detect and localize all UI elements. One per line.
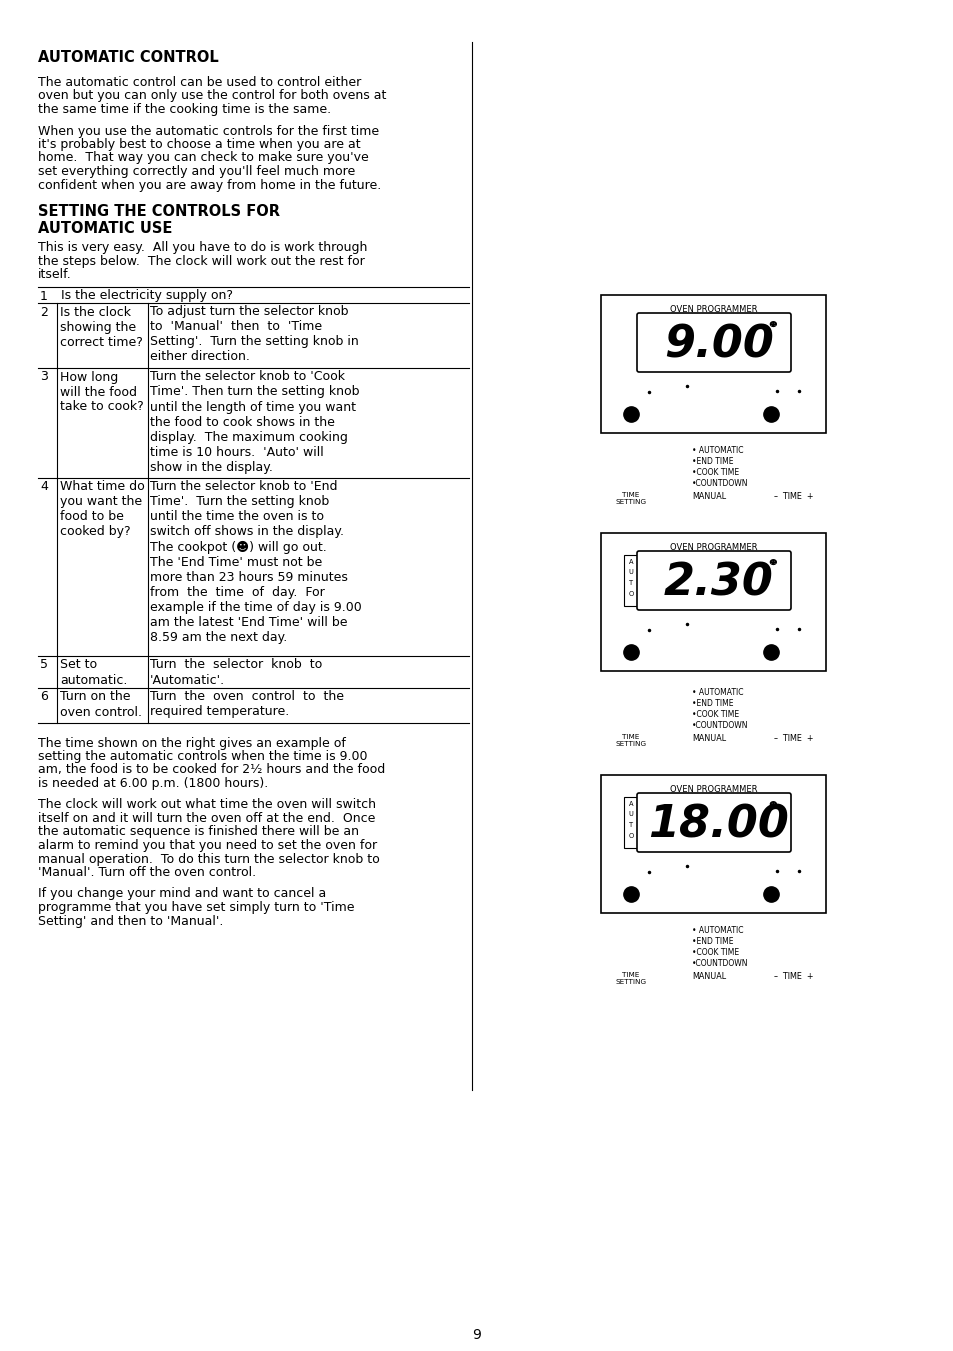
Text: T: T <box>628 580 633 586</box>
Text: 2.30: 2.30 <box>663 562 773 605</box>
Text: the same time if the cooking time is the same.: the same time if the cooking time is the… <box>38 103 331 116</box>
Text: Turn the selector knob to 'End
Time'.  Turn the setting knob
until the time the : Turn the selector knob to 'End Time'. Tu… <box>150 481 361 643</box>
Text: 4: 4 <box>40 481 48 493</box>
Text: •END TIME: •END TIME <box>691 698 733 708</box>
Text: 9: 9 <box>472 1328 481 1342</box>
Text: The time shown on the right gives an example of: The time shown on the right gives an exa… <box>38 736 346 750</box>
Bar <box>623 555 638 607</box>
Bar <box>601 295 825 434</box>
Text: If you change your mind and want to cancel a: If you change your mind and want to canc… <box>38 888 326 901</box>
Text: –  TIME  +: – TIME + <box>773 734 813 743</box>
Text: is needed at 6.00 p.m. (1800 hours).: is needed at 6.00 p.m. (1800 hours). <box>38 777 268 790</box>
Text: •COUNTDOWN: •COUNTDOWN <box>691 480 748 488</box>
Text: 9.00: 9.00 <box>663 324 773 367</box>
Text: • AUTOMATIC: • AUTOMATIC <box>691 446 742 455</box>
Text: OVEN PROGRAMMER: OVEN PROGRAMMER <box>670 305 757 313</box>
Text: This is very easy.  All you have to do is work through: This is very easy. All you have to do is… <box>38 240 367 254</box>
Text: 18.00: 18.00 <box>648 804 789 847</box>
Text: set everything correctly and you'll feel much more: set everything correctly and you'll feel… <box>38 165 355 178</box>
Text: manual operation.  To do this turn the selector knob to: manual operation. To do this turn the se… <box>38 852 379 866</box>
Text: Setting' and then to 'Manual'.: Setting' and then to 'Manual'. <box>38 915 223 928</box>
Bar <box>601 775 825 913</box>
Text: 'Manual'. Turn off the oven control.: 'Manual'. Turn off the oven control. <box>38 866 255 880</box>
Text: am, the food is to be cooked for 2½ hours and the food: am, the food is to be cooked for 2½ hour… <box>38 763 385 777</box>
Text: itself.: itself. <box>38 267 71 281</box>
Text: U: U <box>628 570 633 576</box>
Text: ☻: ☻ <box>768 320 777 330</box>
Text: 3: 3 <box>40 370 48 384</box>
Text: • AUTOMATIC: • AUTOMATIC <box>691 688 742 697</box>
Text: Turn  the  selector  knob  to
'Automatic'.: Turn the selector knob to 'Automatic'. <box>150 658 322 686</box>
FancyBboxPatch shape <box>637 551 790 611</box>
Text: The automatic control can be used to control either: The automatic control can be used to con… <box>38 76 361 89</box>
Text: •COUNTDOWN: •COUNTDOWN <box>691 959 748 969</box>
Text: •COOK TIME: •COOK TIME <box>691 711 739 719</box>
Text: ☻: ☻ <box>768 800 777 809</box>
Text: –  TIME  +: – TIME + <box>773 971 813 981</box>
Text: • AUTOMATIC: • AUTOMATIC <box>691 925 742 935</box>
FancyBboxPatch shape <box>637 793 790 852</box>
Text: 6: 6 <box>40 690 48 704</box>
Text: –  TIME  +: – TIME + <box>773 492 813 501</box>
Text: O: O <box>628 832 633 839</box>
Text: SETTING THE CONTROLS FOR: SETTING THE CONTROLS FOR <box>38 204 280 219</box>
Text: TIME
SETTING: TIME SETTING <box>615 734 646 747</box>
Text: Turn the selector knob to 'Cook
Time'. Then turn the setting knob
until the leng: Turn the selector knob to 'Cook Time'. T… <box>150 370 359 473</box>
Text: ☻: ☻ <box>768 558 777 567</box>
Text: 5: 5 <box>40 658 48 671</box>
Text: MANUAL: MANUAL <box>691 971 725 981</box>
Text: Turn on the
oven control.: Turn on the oven control. <box>60 690 142 719</box>
Text: the automatic sequence is finished there will be an: the automatic sequence is finished there… <box>38 825 358 839</box>
Text: •COOK TIME: •COOK TIME <box>691 467 739 477</box>
Text: MANUAL: MANUAL <box>691 492 725 501</box>
Text: confident when you are away from home in the future.: confident when you are away from home in… <box>38 178 381 192</box>
Text: AUTOMATIC CONTROL: AUTOMATIC CONTROL <box>38 50 218 65</box>
Text: Is the electricity supply on?: Is the electricity supply on? <box>61 289 233 303</box>
Bar <box>623 797 638 848</box>
Text: Set to
automatic.: Set to automatic. <box>60 658 128 686</box>
Text: •END TIME: •END TIME <box>691 938 733 946</box>
Text: The clock will work out what time the oven will switch: The clock will work out what time the ov… <box>38 798 375 812</box>
Text: MANUAL: MANUAL <box>691 734 725 743</box>
Text: A: A <box>628 559 633 565</box>
Text: TIME
SETTING: TIME SETTING <box>615 971 646 985</box>
Text: setting the automatic controls when the time is 9.00: setting the automatic controls when the … <box>38 750 367 763</box>
Text: What time do
you want the
food to be
cooked by?: What time do you want the food to be coo… <box>60 481 145 539</box>
Bar <box>601 534 825 671</box>
Text: When you use the automatic controls for the first time: When you use the automatic controls for … <box>38 124 378 138</box>
Text: O: O <box>628 590 633 597</box>
Text: How long
will the food
take to cook?: How long will the food take to cook? <box>60 370 144 413</box>
Text: 2: 2 <box>40 305 48 319</box>
Text: OVEN PROGRAMMER: OVEN PROGRAMMER <box>670 785 757 794</box>
Text: the steps below.  The clock will work out the rest for: the steps below. The clock will work out… <box>38 254 364 267</box>
Text: oven but you can only use the control for both ovens at: oven but you can only use the control fo… <box>38 89 386 103</box>
Text: Is the clock
showing the
correct time?: Is the clock showing the correct time? <box>60 305 143 349</box>
Text: •COUNTDOWN: •COUNTDOWN <box>691 721 748 730</box>
Text: 1: 1 <box>40 289 48 303</box>
Text: itself on and it will turn the oven off at the end.  Once: itself on and it will turn the oven off … <box>38 812 375 825</box>
Text: •COOK TIME: •COOK TIME <box>691 948 739 957</box>
FancyBboxPatch shape <box>637 313 790 372</box>
Text: home.  That way you can check to make sure you've: home. That way you can check to make sur… <box>38 151 369 165</box>
Text: programme that you have set simply turn to 'Time: programme that you have set simply turn … <box>38 901 355 915</box>
Text: AUTOMATIC USE: AUTOMATIC USE <box>38 222 172 236</box>
Text: TIME
SETTING: TIME SETTING <box>615 492 646 505</box>
Text: T: T <box>628 821 633 828</box>
Text: alarm to remind you that you need to set the oven for: alarm to remind you that you need to set… <box>38 839 376 852</box>
Text: Turn  the  oven  control  to  the
required temperature.: Turn the oven control to the required te… <box>150 690 344 719</box>
Text: To adjust turn the selector knob
to  'Manual'  then  to  'Time
Setting'.  Turn t: To adjust turn the selector knob to 'Man… <box>150 305 358 363</box>
Text: U: U <box>628 812 633 817</box>
Text: OVEN PROGRAMMER: OVEN PROGRAMMER <box>670 543 757 553</box>
Text: •END TIME: •END TIME <box>691 457 733 466</box>
Text: it's probably best to choose a time when you are at: it's probably best to choose a time when… <box>38 138 360 151</box>
Text: A: A <box>628 801 633 807</box>
